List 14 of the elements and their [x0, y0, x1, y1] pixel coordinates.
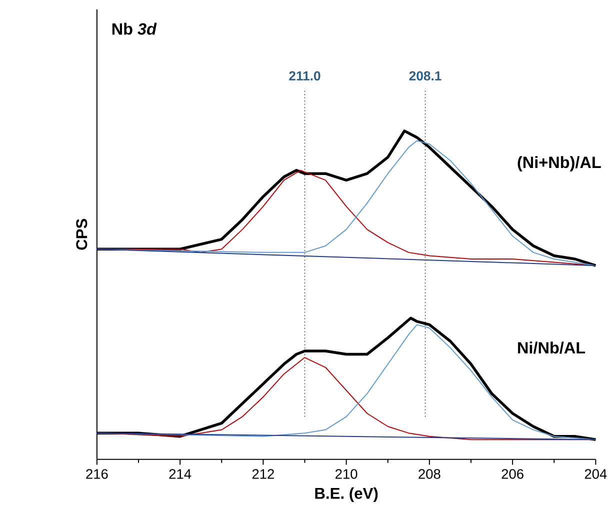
x-tick-label: 204 — [584, 468, 607, 479]
x-tick-label: 214 — [169, 468, 192, 479]
x-tick-label: 216 — [86, 468, 108, 479]
x-tick-label: 206 — [502, 468, 524, 479]
x-tick-label: 212 — [252, 468, 274, 479]
text: Nb 3d — [112, 22, 157, 35]
y-axis-title: CPS — [76, 218, 88, 250]
ref-line-label: 211.0 — [289, 71, 320, 80]
ref-line-label: 208.1 — [409, 71, 442, 80]
x-tick-label: 210 — [336, 468, 358, 479]
x-axis-title: B.E. (eV) — [315, 487, 378, 502]
x-tick-label: 208 — [418, 468, 440, 479]
text: Ni/Nb/AL — [518, 341, 586, 354]
text: (Ni+Nb)/AL — [518, 156, 601, 172]
